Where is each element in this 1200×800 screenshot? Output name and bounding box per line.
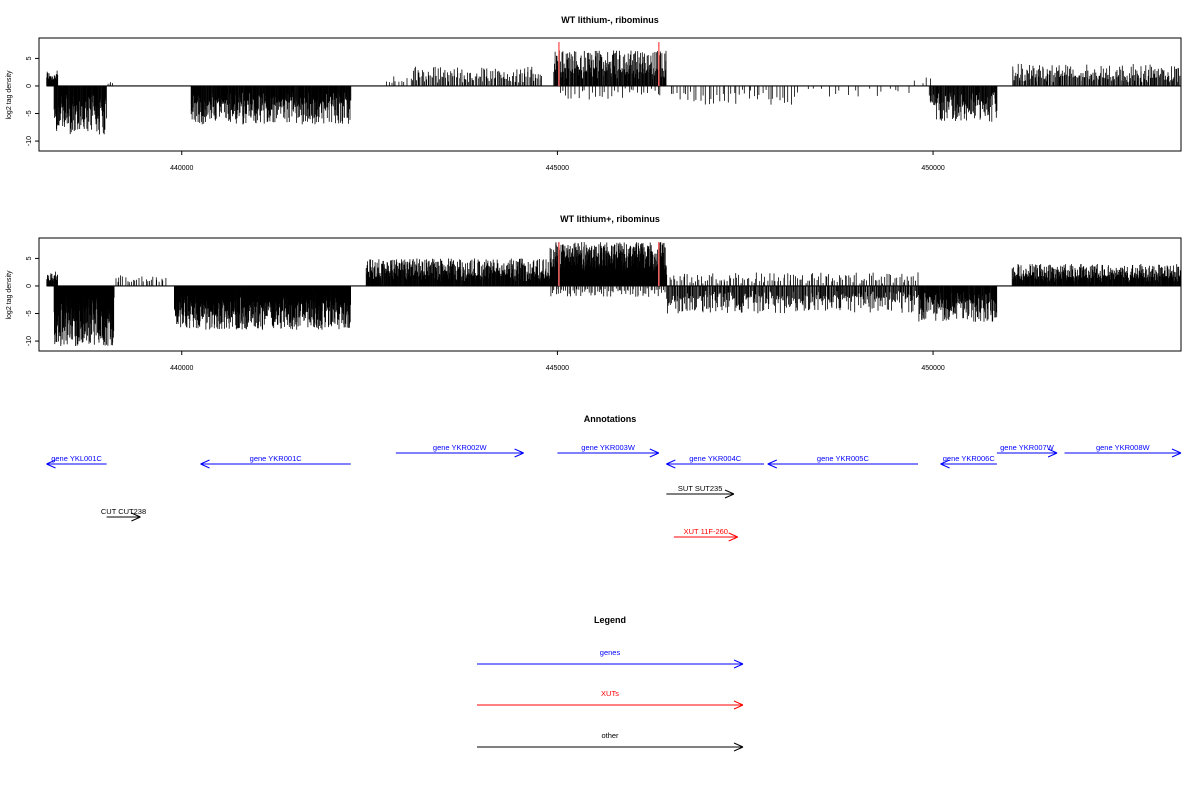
annotations-title: Annotations: [584, 414, 637, 424]
panel-2-axes: -10 -5 0 5 440000 445000 450000: [26, 256, 945, 372]
feature-label: gene YKR002W: [433, 443, 488, 452]
feature-label: gene YKR004C: [689, 454, 742, 463]
feature-arrow: [666, 489, 735, 499]
feature-arrow: [996, 448, 1058, 458]
panel-2-ylabel: log2 tag density: [6, 270, 13, 320]
feature-label: gene YKR007W: [1000, 443, 1055, 452]
y-tick-label: -5: [26, 110, 33, 116]
feature-label: gene YKR001C: [250, 454, 303, 463]
feature-arrow: [106, 512, 141, 522]
feature-label: SUT SUT235: [678, 484, 722, 493]
x-tick-label: 440000: [170, 365, 193, 372]
y-tick-label: 5: [26, 256, 33, 260]
panel-1-frame: [38, 37, 1182, 152]
feature-arrow: [46, 459, 107, 469]
legend-section: Legend genes XUTs other: [477, 615, 744, 752]
legend-arrow: [477, 700, 744, 710]
annotations-section: Annotations gene YKL001C gene YKR001Cgene…: [46, 414, 1182, 542]
feature-arrow: [557, 448, 660, 458]
feature-arrow: [1064, 448, 1182, 458]
legend-title: Legend: [594, 615, 626, 625]
feature-label: gene YKR006C: [943, 454, 996, 463]
feature-arrow: [673, 532, 738, 542]
x-tick-label: 450000: [921, 365, 944, 372]
panel-2-frame: [38, 237, 1182, 352]
feature-arrow: [940, 459, 997, 469]
feature-arrow: [666, 459, 765, 469]
feature-arrow: [395, 448, 524, 458]
x-tick-label: 450000: [921, 165, 944, 172]
feature-arrow: [767, 459, 919, 469]
y-tick-label: -10: [26, 136, 33, 146]
x-tick-label: 445000: [546, 165, 569, 172]
legend-label: XUTs: [601, 689, 619, 698]
y-tick-label: 0: [26, 284, 33, 288]
legend-arrow: [477, 659, 744, 669]
legend-items: genes XUTs other: [477, 648, 744, 752]
panel-1-bars: [46, 42, 1182, 135]
legend-arrow: [477, 742, 744, 752]
panel-1-ylabel: log2 tag density: [6, 70, 13, 120]
feature-label: gene YKL001C: [51, 454, 102, 463]
panel-2-bars: [46, 242, 1182, 346]
annotation-features: gene YKL001C gene YKR001C gene YKR002W gene…: [46, 443, 1182, 542]
x-tick-label: 440000: [170, 165, 193, 172]
track-panel-2: WT lithium+, ribominus log2 tag density …: [6, 214, 1182, 372]
panel-2-title: WT lithium+, ribominus: [560, 214, 660, 224]
legend-label: genes: [600, 648, 621, 657]
y-tick-label: -10: [26, 336, 33, 346]
x-tick-label: 445000: [546, 365, 569, 372]
panel-1-axes: -10 -5 0 5 440000 445000 450000: [26, 56, 945, 172]
y-tick-label: 0: [26, 84, 33, 88]
feature-label: CUT CUT238: [101, 507, 146, 516]
y-tick-label: -5: [26, 310, 33, 316]
feature-arrow: [200, 459, 351, 469]
feature-label: gene YKR008W: [1096, 443, 1151, 452]
track-panel-1: WT lithium-, ribominus log2 tag density …: [6, 15, 1182, 172]
panel-1-title: WT lithium-, ribominus: [561, 15, 659, 25]
legend-label: other: [601, 731, 619, 740]
y-tick-label: 5: [26, 56, 33, 60]
feature-label: gene YKR003W: [581, 443, 636, 452]
feature-label: gene YKR005C: [817, 454, 870, 463]
feature-label: XUT 11F-260: [684, 527, 728, 536]
